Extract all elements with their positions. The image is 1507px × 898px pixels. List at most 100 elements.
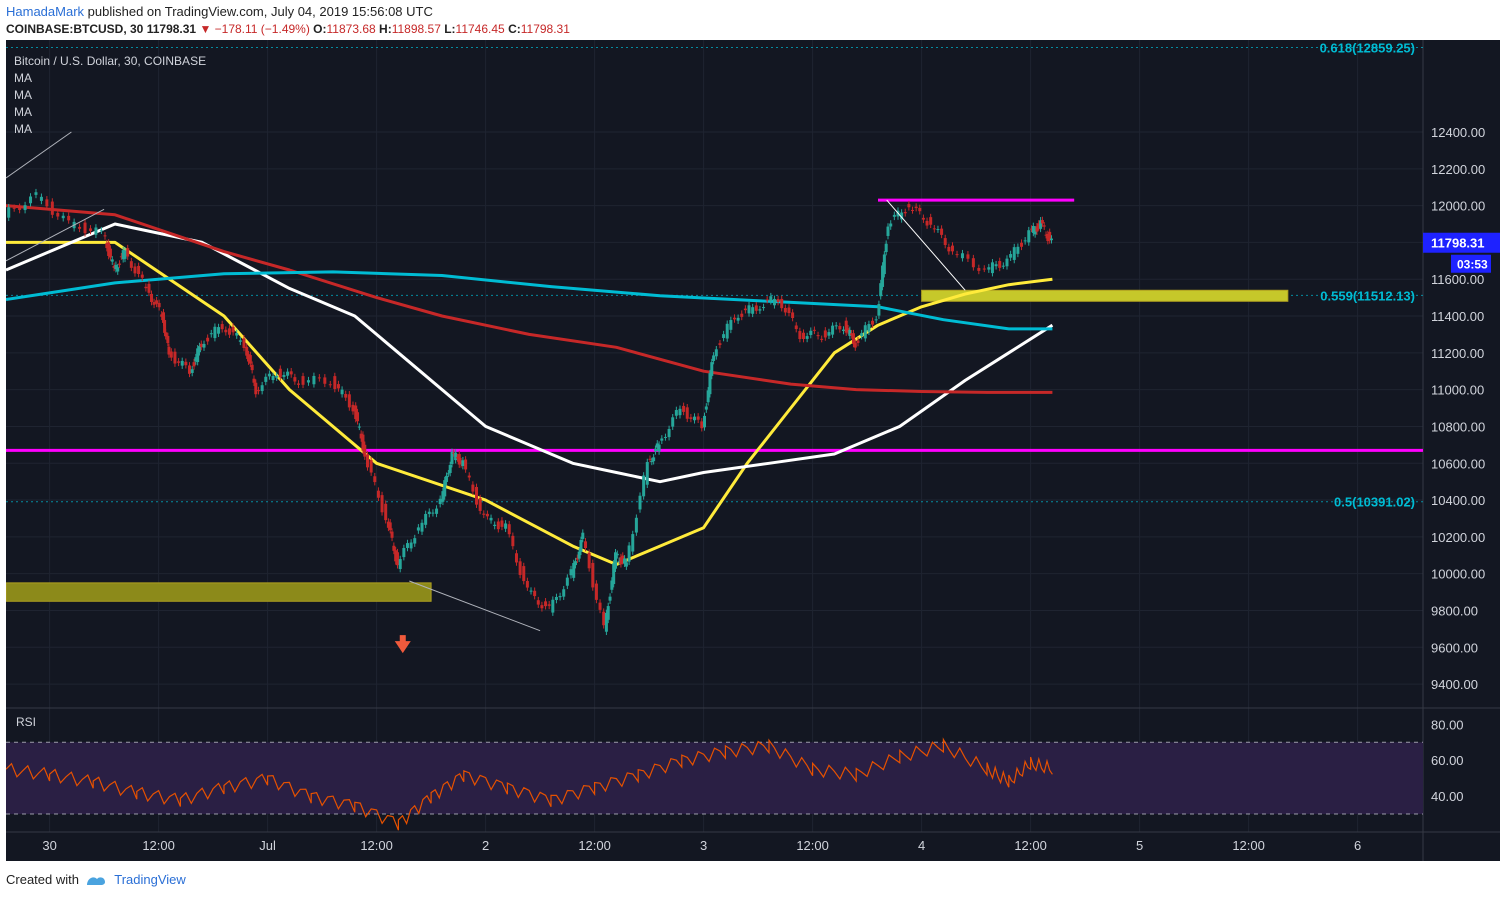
candle-body <box>574 561 578 566</box>
candle-body <box>217 327 221 334</box>
time-axis-tick: Jul <box>259 838 276 853</box>
legend-ma-4[interactable]: MA <box>14 122 32 136</box>
time-axis-tick: 12:00 <box>1232 838 1265 853</box>
candle-body <box>794 325 798 330</box>
grid-lines <box>6 40 1423 832</box>
candle-body <box>464 459 468 470</box>
candle-body <box>834 325 838 327</box>
candle-body <box>604 612 608 632</box>
candle-body <box>950 245 954 252</box>
author-link[interactable]: HamadaMark <box>6 4 85 19</box>
candle-body <box>660 438 664 441</box>
candle-body <box>714 349 718 357</box>
candle-body <box>301 376 305 385</box>
chart-canvas[interactable]: 0.618(12859.25) 0.559(11512.13) 0.5(10391.… <box>5 40 1500 861</box>
candle-body <box>467 475 471 478</box>
candle-body <box>725 323 729 339</box>
tradingview-brand-link[interactable]: TradingView <box>114 872 186 887</box>
candle-body <box>621 555 625 562</box>
candle-body <box>863 325 867 339</box>
support-zone <box>921 289 1289 302</box>
time-axis-tick: 6 <box>1354 838 1361 853</box>
candle-body <box>227 328 231 335</box>
candle-body <box>289 371 293 375</box>
candle-body <box>638 495 642 510</box>
candle-body <box>751 307 755 314</box>
candle-body <box>518 561 522 575</box>
candle-body <box>121 250 125 260</box>
candle-body <box>336 384 340 389</box>
candle-body <box>1030 228 1034 230</box>
candle-body <box>575 557 579 560</box>
candle-body <box>173 351 177 364</box>
legend-ma-2[interactable]: MA <box>14 88 32 102</box>
legend-ma-3[interactable]: MA <box>14 105 32 119</box>
candle-body <box>402 548 406 558</box>
candle-body <box>820 338 824 340</box>
candle-body <box>884 243 888 253</box>
footer: Created with TradingView <box>6 872 186 887</box>
candle-body <box>663 436 667 438</box>
candle-body <box>192 362 196 367</box>
countdown-tag <box>1451 254 1491 273</box>
candle-body <box>1044 234 1048 236</box>
candle-body <box>874 319 878 321</box>
candle-body <box>199 343 203 347</box>
candle-body <box>886 226 890 236</box>
support-zone <box>5 582 432 602</box>
candle-body <box>140 274 144 278</box>
candle-body <box>655 443 659 448</box>
candle-body <box>489 517 493 521</box>
candle-body <box>791 312 795 319</box>
time-axis-tick: 12:00 <box>1014 838 1047 853</box>
candle-body <box>703 415 707 428</box>
candle-body <box>282 375 286 377</box>
candle-body <box>652 457 656 462</box>
trend-line <box>5 131 72 179</box>
candle-body <box>359 433 363 439</box>
fib-level-label: 0.5(10391.02) <box>1334 495 1415 510</box>
created-with-text: Created with <box>6 872 79 887</box>
chart-panel[interactable]: 0.618(12859.25) 0.559(11512.13) 0.5(10391.… <box>5 40 1500 861</box>
candle-body <box>914 206 918 209</box>
down-arrow-marker <box>394 641 411 654</box>
candle-body <box>860 333 864 337</box>
candle-body <box>482 513 486 515</box>
candle-body <box>160 314 164 317</box>
candle-body <box>323 377 327 384</box>
candle-body <box>921 217 925 220</box>
candle-body <box>802 332 806 340</box>
candle-body <box>1009 254 1013 258</box>
price-axis-tick: 9800.00 <box>1431 603 1478 618</box>
candle-body <box>114 264 118 270</box>
candle-body <box>827 332 831 336</box>
publish-info: HamadaMark published on TradingView.com,… <box>6 4 433 19</box>
price-axis-tick: 9400.00 <box>1431 677 1478 692</box>
candle-body <box>960 253 964 259</box>
candle-body <box>507 524 511 535</box>
candle-body <box>554 596 558 601</box>
candle-body <box>623 558 627 564</box>
candle-body <box>357 426 361 428</box>
candle-body <box>882 254 886 275</box>
tradingview-logo-icon <box>86 877 105 885</box>
candle-body <box>386 521 390 528</box>
candle-body <box>196 348 200 363</box>
candle-body <box>823 330 827 338</box>
time-axis-tick: 12:00 <box>142 838 175 853</box>
candle-body <box>235 333 239 336</box>
high-value: 11898.57 <box>391 22 441 36</box>
candle-body <box>932 228 936 230</box>
candle-body <box>126 248 130 257</box>
chart-header: HamadaMark published on TradingView.com,… <box>0 0 1507 40</box>
candle-body <box>877 304 881 316</box>
candle-body <box>39 196 43 201</box>
candle-body <box>455 457 459 459</box>
candle-body <box>1027 230 1031 243</box>
candle-body <box>441 491 445 502</box>
candle-body <box>395 552 399 566</box>
down-arrow-stem <box>399 635 406 643</box>
candle-body <box>413 538 417 544</box>
candle-body <box>147 283 151 293</box>
legend-ma-1[interactable]: MA <box>14 71 32 85</box>
